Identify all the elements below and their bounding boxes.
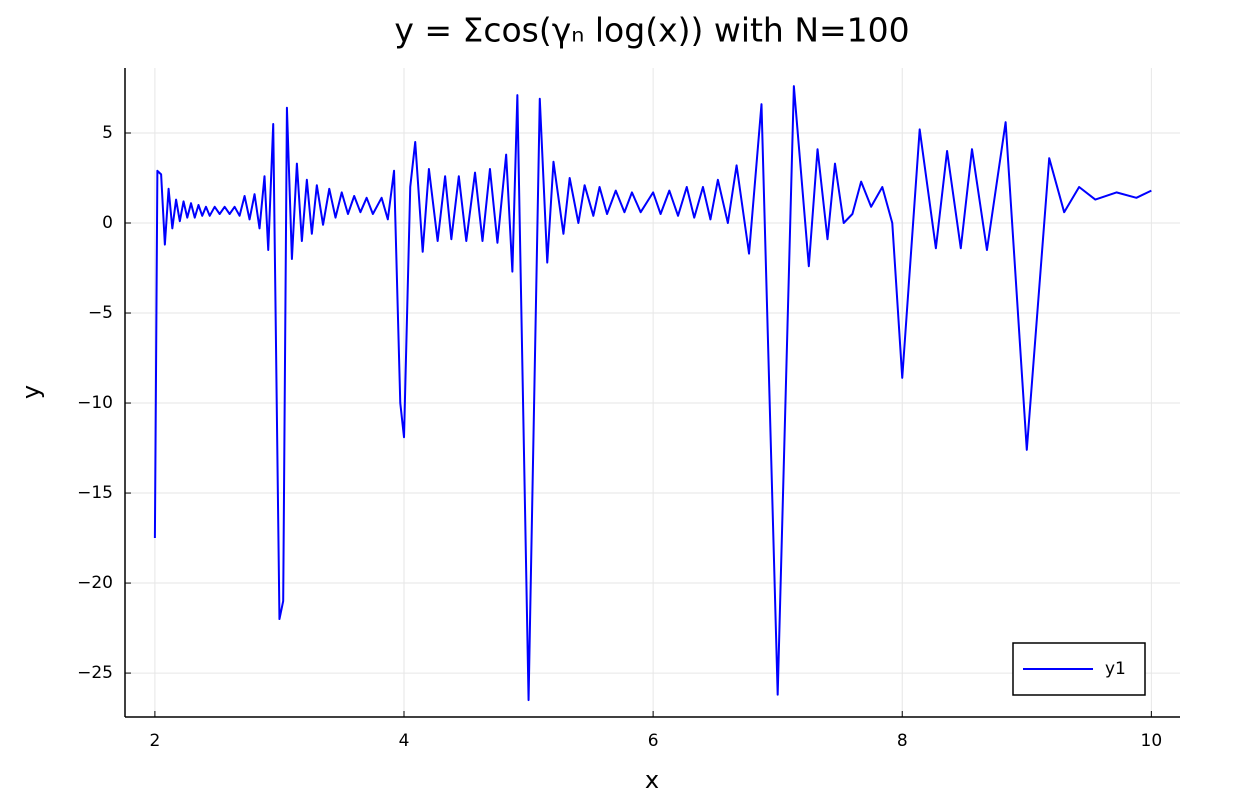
y-tick-label: −5: [88, 303, 113, 323]
x-axis-label: x: [645, 766, 659, 794]
x-tick-label: 10: [1141, 731, 1163, 751]
line-series: [153, 85, 1152, 702]
chart-title: y = Σcos(γₙ log(x)) with N=100: [394, 11, 909, 50]
y-tick-label: −15: [77, 483, 113, 503]
y-tick-label: −25: [77, 663, 113, 683]
y-tick-label: −20: [77, 573, 113, 593]
y-tick-label: 0: [102, 213, 113, 233]
x-tick-label: 8: [897, 731, 908, 751]
y-axis-label: y: [17, 385, 45, 399]
legend-label: y1: [1105, 659, 1126, 679]
x-tick-label: 4: [399, 731, 410, 751]
y-tick-label: −10: [77, 393, 113, 413]
x-tick-label: 2: [149, 731, 160, 751]
x-tick-label: 6: [648, 731, 659, 751]
y-tick-label: 5: [102, 123, 113, 143]
